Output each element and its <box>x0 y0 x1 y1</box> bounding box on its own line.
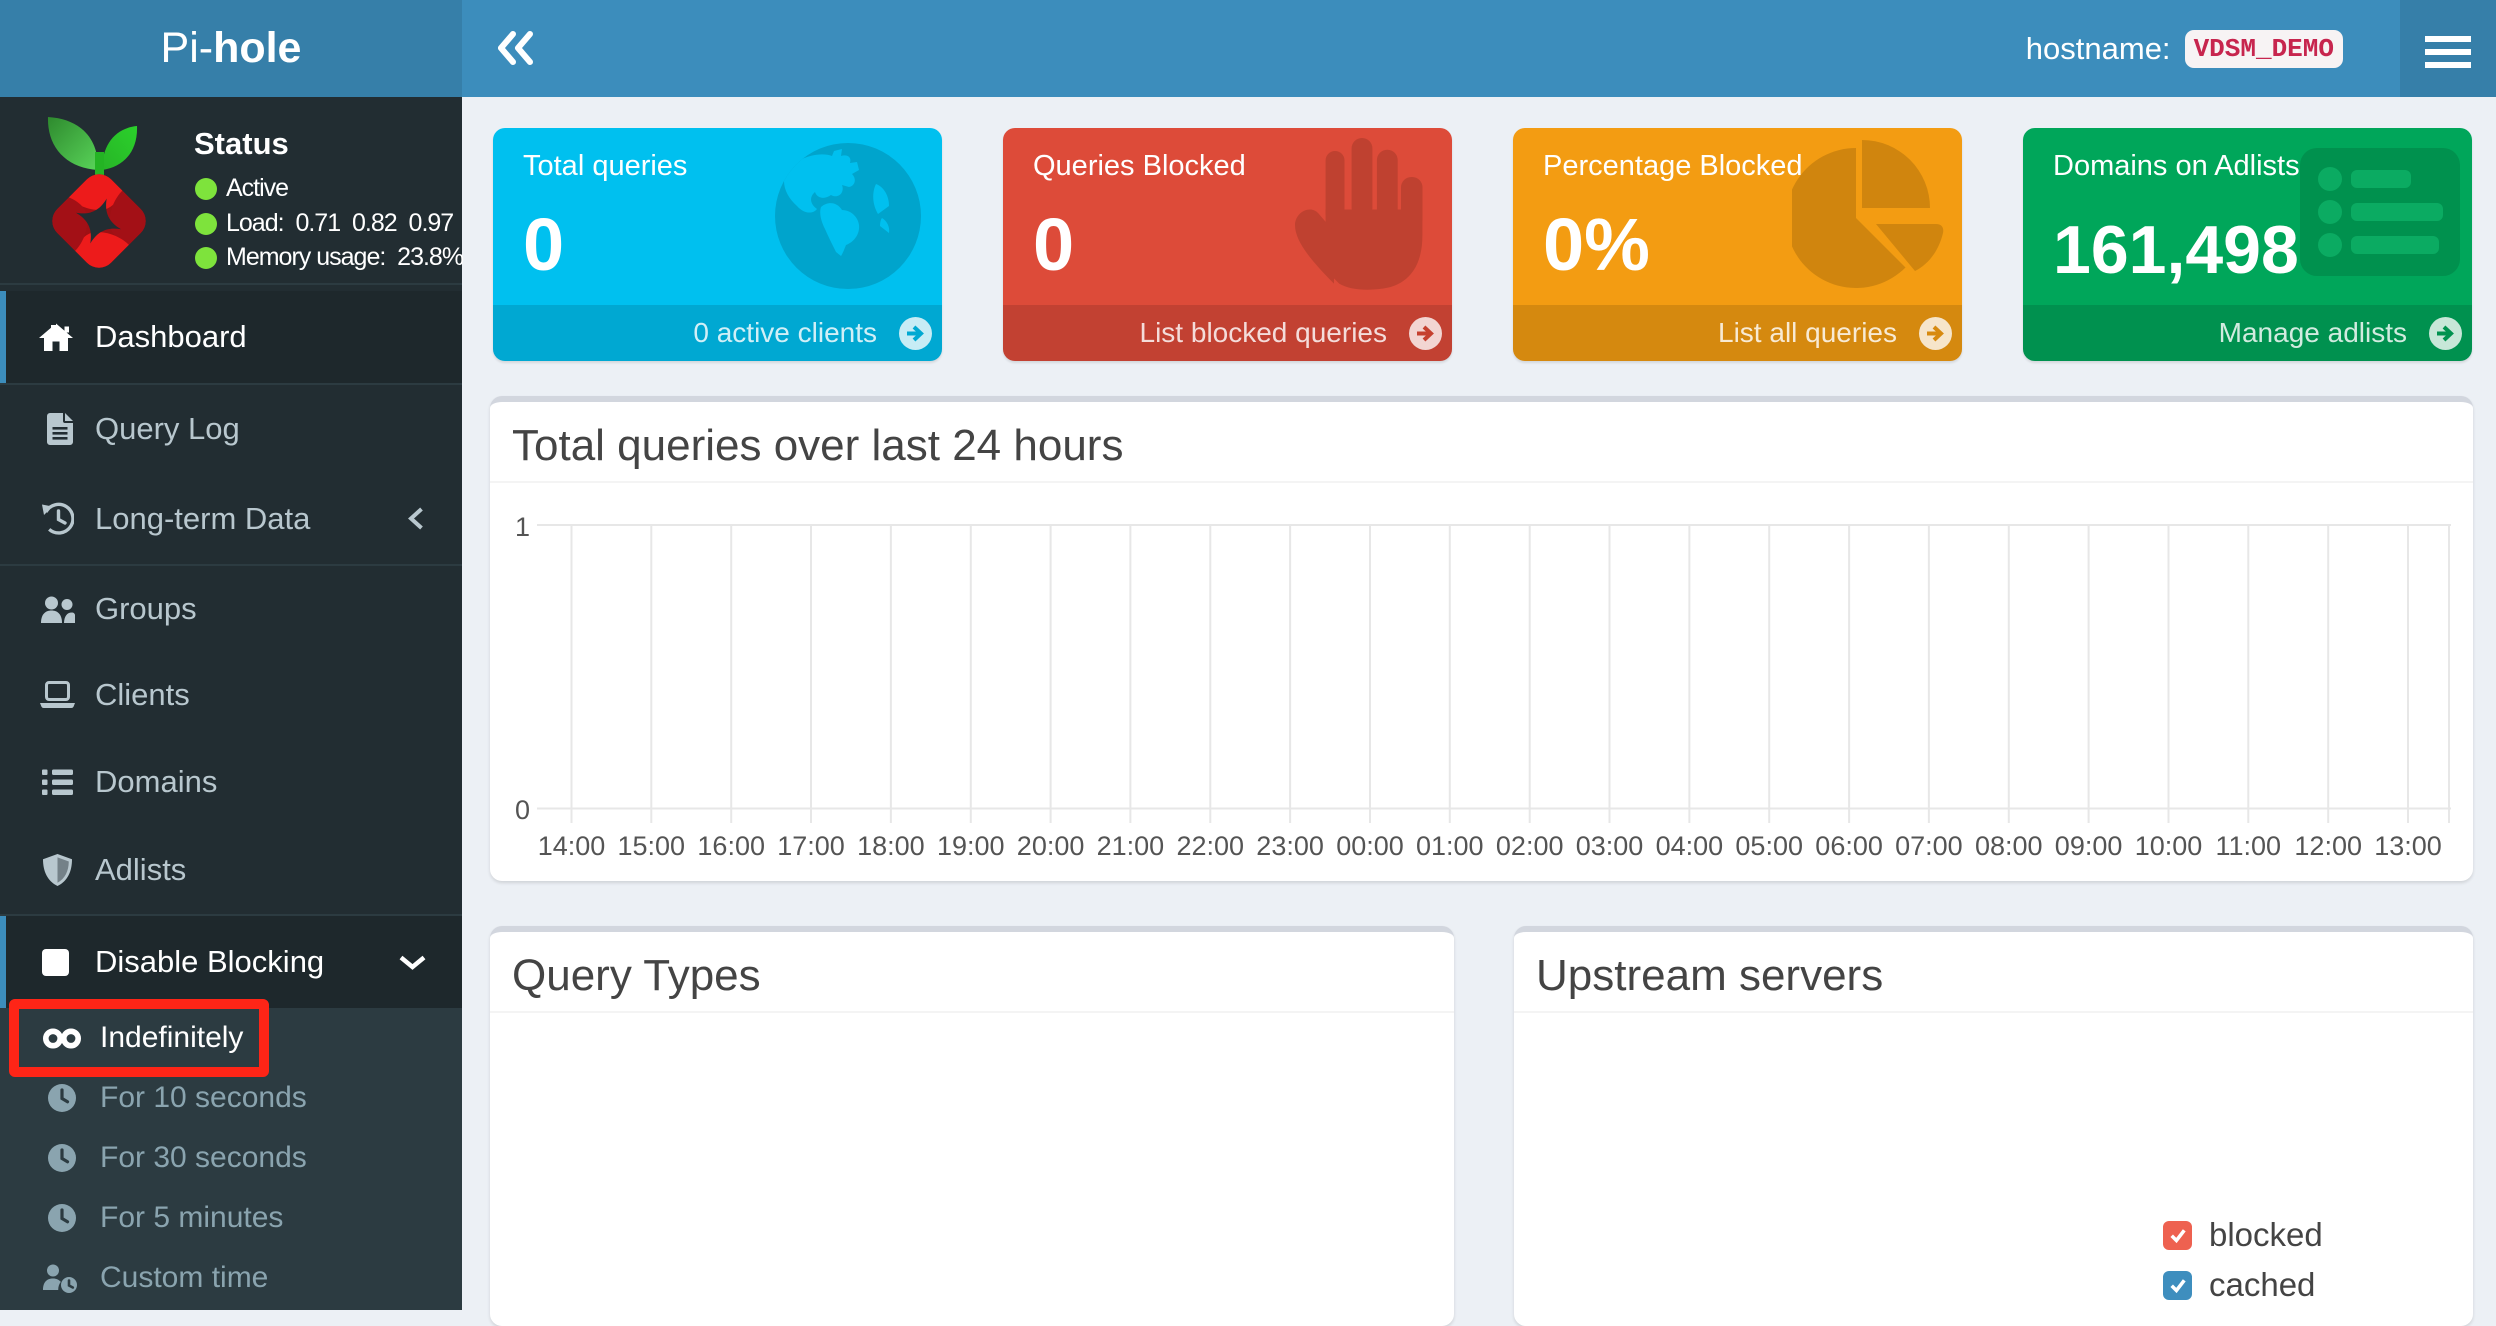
svg-text:17:00: 17:00 <box>777 831 845 861</box>
svg-text:1: 1 <box>515 512 530 542</box>
svg-text:21:00: 21:00 <box>1097 831 1165 861</box>
svg-text:19:00: 19:00 <box>937 831 1005 861</box>
svg-text:13:00: 13:00 <box>2374 831 2442 861</box>
svg-text:07:00: 07:00 <box>1895 831 1963 861</box>
svg-text:08:00: 08:00 <box>1975 831 2043 861</box>
svg-text:15:00: 15:00 <box>618 831 686 861</box>
svg-text:16:00: 16:00 <box>697 831 765 861</box>
svg-text:20:00: 20:00 <box>1017 831 1085 861</box>
svg-text:09:00: 09:00 <box>2055 831 2123 861</box>
svg-text:18:00: 18:00 <box>857 831 925 861</box>
svg-text:06:00: 06:00 <box>1815 831 1883 861</box>
svg-text:11:00: 11:00 <box>2216 831 2282 861</box>
svg-text:02:00: 02:00 <box>1496 831 1564 861</box>
svg-text:05:00: 05:00 <box>1735 831 1803 861</box>
svg-text:22:00: 22:00 <box>1177 831 1245 861</box>
svg-text:03:00: 03:00 <box>1576 831 1644 861</box>
svg-text:04:00: 04:00 <box>1656 831 1724 861</box>
svg-text:01:00: 01:00 <box>1416 831 1484 861</box>
svg-text:12:00: 12:00 <box>2294 831 2362 861</box>
svg-text:23:00: 23:00 <box>1256 831 1324 861</box>
svg-text:10:00: 10:00 <box>2135 831 2203 861</box>
svg-text:00:00: 00:00 <box>1336 831 1404 861</box>
svg-text:14:00: 14:00 <box>538 831 606 861</box>
svg-text:0: 0 <box>515 795 530 825</box>
